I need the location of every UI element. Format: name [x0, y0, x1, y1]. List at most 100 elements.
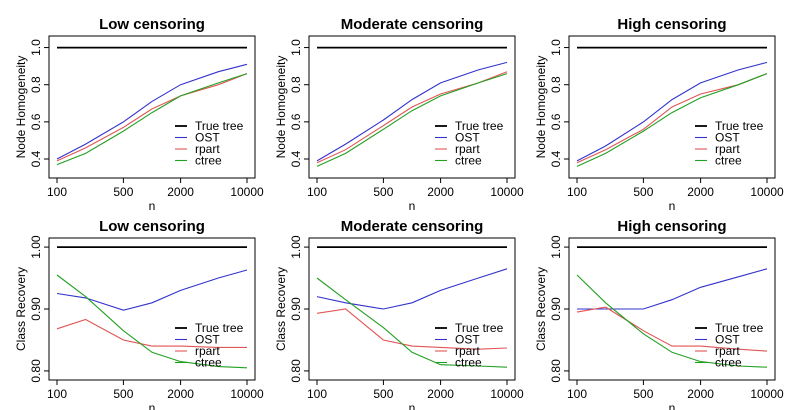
chart-title: Low censoring: [99, 16, 205, 33]
x-tick-label: 10000: [490, 185, 524, 199]
x-tick-label: 2000: [167, 387, 194, 401]
y-tick-label: 0.6: [549, 113, 563, 130]
y-tick-label: 1.0: [289, 39, 303, 56]
y-tick-label: 0.90: [29, 297, 43, 321]
y-tick-label: 1.0: [549, 39, 563, 56]
x-tick-label: 500: [633, 387, 653, 401]
series-line-ctree: [56, 274, 248, 369]
legend-entry: OST: [195, 131, 220, 145]
legend-entry: OST: [455, 131, 480, 145]
y-tick-label: 1.00: [29, 235, 43, 259]
y-tick-label: 0.4: [29, 150, 43, 167]
legend-entry: ctree: [455, 154, 482, 168]
legend-entry: True tree: [455, 321, 504, 335]
legend-entry: True tree: [195, 119, 244, 133]
legend-entry: rpart: [455, 344, 480, 358]
plot-frame: [308, 237, 516, 381]
legend-entry: rpart: [195, 142, 220, 156]
x-tick-label: 2000: [687, 387, 714, 401]
x-tick-label: 10000: [230, 387, 264, 401]
legend-entry: True tree: [715, 321, 764, 335]
x-tick-label: 10000: [490, 387, 524, 401]
legend-entry: rpart: [455, 142, 480, 156]
legend-entry: OST: [715, 131, 740, 145]
series-line-ctree: [316, 277, 508, 368]
y-tick-label: 0.80: [549, 359, 563, 383]
legend-entry: ctree: [195, 356, 222, 370]
y-axis-label: Node Homogeneity: [534, 56, 548, 159]
x-tick-label: 2000: [427, 387, 454, 401]
x-axis-label: n: [669, 401, 676, 410]
x-tick-label: 100: [567, 185, 587, 199]
y-tick-label: 0.80: [29, 359, 43, 383]
y-axis-label: Node Homogeneity: [14, 56, 28, 159]
y-axis-label: Class Recovery: [14, 267, 28, 351]
x-tick-label: 500: [113, 185, 133, 199]
y-tick-label: 0.6: [289, 113, 303, 130]
x-tick-label: 100: [567, 387, 587, 401]
y-tick-label: 1.00: [549, 235, 563, 259]
x-axis-label: n: [409, 401, 416, 410]
x-tick-label: 500: [633, 185, 653, 199]
y-tick-label: 0.4: [289, 150, 303, 167]
y-tick-label: 0.90: [549, 297, 563, 321]
series-line-ctree: [576, 73, 768, 167]
legend-entry: ctree: [715, 154, 742, 168]
y-tick-label: 0.6: [29, 113, 43, 130]
chart-title: High censoring: [617, 16, 726, 33]
y-axis-label: Class Recovery: [534, 267, 548, 351]
x-tick-label: 10000: [750, 185, 784, 199]
plot-frame: [308, 35, 516, 179]
series-line-ctree: [576, 274, 768, 368]
series-line-ost: [316, 61, 508, 162]
series-line-ctree: [316, 73, 508, 167]
x-axis-label: n: [149, 401, 156, 410]
chart-title: High censoring: [617, 218, 726, 235]
legend-entry: True tree: [195, 321, 244, 335]
y-tick-label: 1.00: [289, 235, 303, 259]
y-tick-label: 0.8: [549, 76, 563, 93]
series-line-ost: [56, 269, 248, 311]
x-tick-label: 500: [373, 185, 393, 199]
legend-entry: ctree: [195, 154, 222, 168]
plot-frame: [48, 237, 256, 381]
y-tick-label: 0.4: [549, 150, 563, 167]
legend-entry: ctree: [455, 356, 482, 370]
x-tick-label: 500: [113, 387, 133, 401]
chart-title: Moderate censoring: [341, 218, 484, 235]
legend-entry: rpart: [195, 344, 220, 358]
series-line-ost: [316, 268, 508, 310]
x-tick-label: 100: [47, 387, 67, 401]
series-line-ost: [577, 268, 768, 310]
series-line-ost: [576, 61, 768, 162]
chart-title: Low censoring: [99, 218, 205, 235]
legend-entry: True tree: [715, 119, 764, 133]
x-tick-label: 100: [307, 387, 327, 401]
series-line-rpart: [56, 73, 248, 162]
series-line-ost: [56, 63, 248, 160]
x-tick-label: 100: [307, 185, 327, 199]
y-tick-label: 1.0: [29, 39, 43, 56]
x-tick-label: 2000: [167, 185, 194, 199]
legend-entry: rpart: [715, 142, 740, 156]
y-tick-label: 0.8: [29, 76, 43, 93]
legend-entry: rpart: [715, 344, 740, 358]
chart-title: Moderate censoring: [341, 16, 484, 33]
x-tick-label: 2000: [687, 185, 714, 199]
x-tick-label: 10000: [230, 185, 264, 199]
x-tick-label: 100: [47, 185, 67, 199]
y-tick-label: 0.8: [289, 76, 303, 93]
y-axis-label: Class Recovery: [274, 267, 288, 351]
legend-entry: OST: [455, 333, 480, 347]
y-tick-label: 0.80: [289, 359, 303, 383]
series-line-rpart: [576, 306, 768, 352]
legend-entry: OST: [195, 333, 220, 347]
x-tick-label: 500: [373, 387, 393, 401]
series-line-rpart: [316, 308, 508, 350]
x-tick-label: 10000: [750, 387, 784, 401]
plot-frame: [48, 35, 256, 179]
legend-entry: OST: [715, 333, 740, 347]
x-axis-label: n: [409, 199, 416, 213]
y-tick-label: 0.90: [289, 297, 303, 321]
